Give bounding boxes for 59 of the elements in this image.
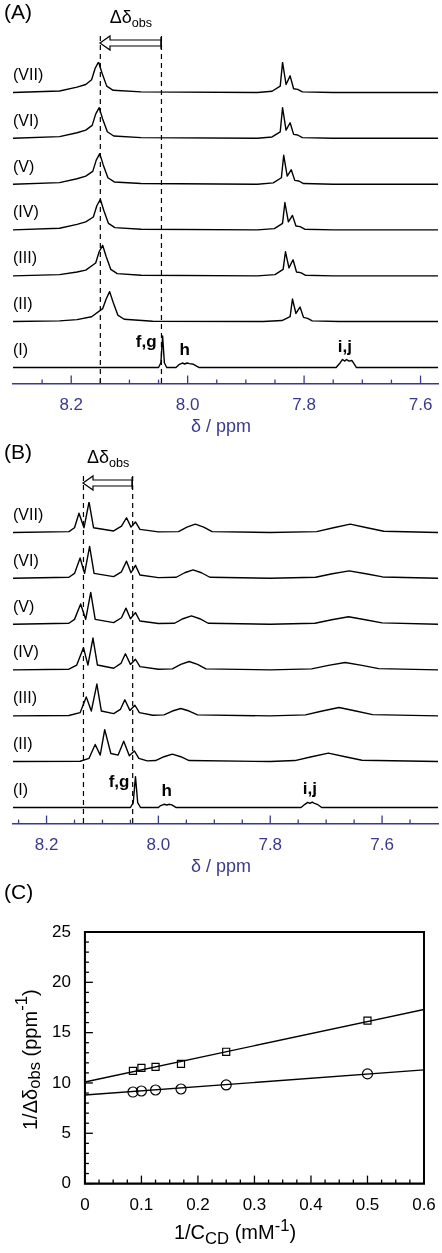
x-tick-label: 0 xyxy=(80,1195,90,1215)
chart-title: (C) xyxy=(4,880,34,904)
series-label: (II) xyxy=(13,294,33,312)
point xyxy=(128,1066,138,1076)
x-tick-label: 7.8 xyxy=(258,835,283,855)
series-label: (VI) xyxy=(13,111,39,129)
x-tick-label: 0.4 xyxy=(299,1195,323,1215)
chart-title: (B) xyxy=(4,440,32,464)
x-tick-label: 0.5 xyxy=(355,1195,380,1215)
series-label: (V) xyxy=(13,157,35,175)
chart-title: (A) xyxy=(4,0,32,24)
point xyxy=(135,1085,148,1097)
point xyxy=(175,1083,187,1095)
point xyxy=(361,1068,374,1080)
series-label: (I) xyxy=(13,340,29,358)
y-tick-label: 0 xyxy=(61,1173,71,1193)
point xyxy=(363,1016,372,1025)
x-tick-label: 8.0 xyxy=(175,395,200,415)
y-tick-label: 5 xyxy=(61,1122,71,1142)
series-label: (VI) xyxy=(13,551,39,569)
series-label: (III) xyxy=(13,249,37,267)
x-tick-label: 7.6 xyxy=(408,395,433,415)
annotation: f,g xyxy=(108,772,130,792)
x-tick-label: 0.1 xyxy=(129,1195,154,1215)
x-axis-title: 1/C$_{CD}$ (mM$^{-1}$) xyxy=(172,1216,298,1249)
series-label: (VII) xyxy=(13,65,44,83)
point xyxy=(220,1079,232,1091)
x-tick-label: 8.0 xyxy=(146,835,171,855)
annotation: i,j xyxy=(302,779,318,799)
series-label: (III) xyxy=(13,689,37,707)
x-tick-label: 8.2 xyxy=(59,395,84,415)
y-tick-label: 10 xyxy=(51,1072,71,1092)
series-label: (IV) xyxy=(13,203,39,221)
x-tick-label: 0.3 xyxy=(242,1195,267,1215)
point xyxy=(151,1062,160,1071)
point xyxy=(137,1063,146,1072)
point xyxy=(176,1059,186,1068)
y-tick-label: 20 xyxy=(51,972,71,992)
y-tick-label: 25 xyxy=(51,921,71,941)
point xyxy=(149,1084,162,1096)
x-tick-label: 8.2 xyxy=(34,835,59,855)
x-tick-label: 7.8 xyxy=(292,395,316,415)
annotation: i,j xyxy=(337,336,352,356)
x-axis-title: δ / ppm xyxy=(189,856,252,877)
point xyxy=(127,1086,139,1098)
y-tick-label: 15 xyxy=(51,1022,71,1042)
annotation: f,g xyxy=(135,331,157,351)
point xyxy=(222,1047,231,1056)
series-label: (II) xyxy=(13,734,33,752)
series-label: (IV) xyxy=(13,643,39,661)
x-tick-label: 7.6 xyxy=(370,835,394,855)
series-label: (V) xyxy=(13,597,35,615)
annotation: h xyxy=(179,339,190,359)
series-label: (VII) xyxy=(13,505,44,523)
x-tick-label: 0.6 xyxy=(412,1195,436,1215)
x-tick-label: 0.2 xyxy=(186,1195,210,1215)
x-axis-title: δ / ppm xyxy=(189,416,252,437)
series-label: (I) xyxy=(13,780,29,798)
annotation: h xyxy=(161,780,172,800)
